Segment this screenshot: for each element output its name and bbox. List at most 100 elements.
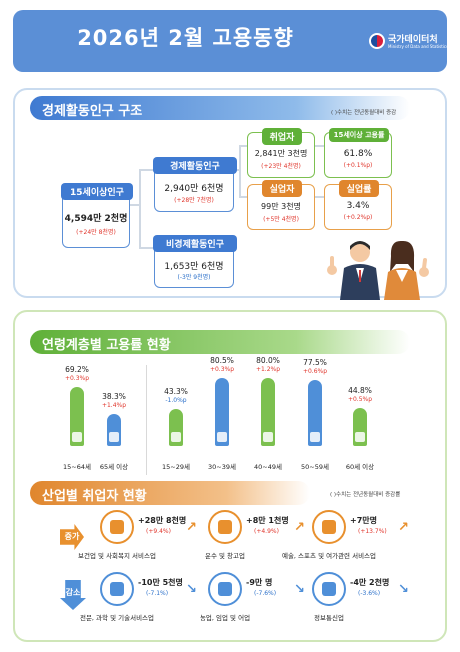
truck-icon	[218, 520, 232, 534]
age-rate-change: -1.0%p	[165, 397, 187, 404]
emp-rate-box: 15세이상 고용률 61.8% (+0.1%p)	[324, 128, 392, 178]
decrease-label: 감소	[65, 588, 81, 597]
industry-heading: 산업별 취업자 현황	[30, 481, 310, 505]
industry-change-rate: (+4.9%)	[254, 528, 279, 535]
agency-logo: 국가데이터처 Ministry of Data and Statistics	[369, 32, 453, 54]
industry-change-value: -10만 5천명	[138, 578, 183, 587]
age-group-label: 15~64세	[63, 463, 91, 471]
industry-name: 보건업 및 사회복지 서비스업	[78, 552, 156, 560]
industry-change-value: +7만명	[350, 516, 377, 525]
employed-label: 취업자	[262, 128, 302, 145]
age-rate-change: +0.3%p	[64, 375, 90, 382]
palette-icon	[322, 520, 336, 534]
non-active-box: 비경제활동인구 1,653만 6천명 (-3만 9천명)	[153, 235, 237, 288]
age-bar	[261, 378, 275, 446]
industry-name: 전문, 과학 및 기술서비스업	[79, 614, 155, 622]
unemployed-change: (+5만 4천명)	[263, 216, 299, 223]
population-15-change: (+24만 8천명)	[76, 229, 116, 236]
non-active-value: 1,653만 6천명	[164, 262, 224, 272]
emp-rate-value: 61.8%	[343, 149, 373, 159]
person-card-icon	[72, 432, 82, 442]
unemp-rate-change: (+0.2%p)	[343, 214, 373, 221]
industry-change-rate: (+13.7%)	[358, 528, 387, 535]
unemployed-label: 실업자	[262, 180, 302, 197]
employed-box: 취업자 2,841만 3천명 (+23만 4천명)	[247, 128, 315, 178]
age-group-label: 50~59세	[301, 463, 329, 471]
increase-label: 증가	[64, 532, 80, 541]
age-rate-value: 80.5%	[210, 356, 234, 365]
econ-active-box: 경제활동인구 2,940만 6천명 (+28만 7천명)	[153, 157, 237, 212]
industry-change-rate: (-7.6%)	[254, 590, 277, 597]
arrow-down-icon: ↘	[398, 582, 409, 597]
employed-value: 2,841만 3천명	[254, 149, 308, 158]
unemployed-box: 실업자 99만 3천명 (+5만 4천명)	[247, 180, 315, 230]
age-bar	[70, 387, 84, 446]
unemp-rate-label: 실업률	[339, 180, 379, 197]
industry-icon-circle	[100, 510, 134, 544]
age-rate-change: +0.3%p	[209, 366, 235, 373]
agency-english-name: Ministry of Data and Statistics	[388, 44, 449, 49]
age-rate-value: 38.3%	[102, 392, 126, 401]
unemp-rate-box: 실업률 3.4% (+0.2%p)	[324, 180, 392, 230]
arrow-up-icon: ↗	[294, 520, 305, 535]
age-rate-change: +1.4%p	[101, 402, 127, 409]
arrow-down-icon: ↘	[186, 582, 197, 597]
arrow-down-icon: ↘	[294, 582, 305, 597]
industry-name: 농업, 임업 및 어업	[199, 614, 251, 622]
industry-name: 정보통신업	[314, 614, 344, 622]
age-group-label: 30~39세	[208, 463, 236, 471]
age-rate-change: +0.6%p	[302, 368, 328, 375]
person-card-icon	[263, 432, 273, 442]
person-card-icon	[171, 432, 181, 442]
industry-name: 운수 및 창고업	[204, 552, 245, 560]
non-active-change: (-3만 9천명)	[177, 274, 211, 281]
age-group-label: 65세 이상	[99, 463, 129, 471]
industry-change-value: +28만 8천명	[138, 516, 187, 525]
age-group-label: 60세 이상	[345, 463, 375, 471]
industry-note: ( )수치는 전년동월대비 증감률	[330, 492, 401, 498]
person-card-icon	[355, 432, 365, 442]
age-bar	[215, 378, 229, 446]
structure-heading: 경제활동인구 구조	[30, 96, 410, 120]
mascot-illustration	[327, 240, 429, 300]
population-15-box: 15세이상인구 4,594만 2천명 (+24만 8천명)	[61, 183, 133, 248]
age-rate-value: 43.3%	[164, 387, 188, 396]
non-active-label: 비경제활동인구	[153, 235, 237, 252]
industry-change-rate: (+9.4%)	[146, 528, 171, 535]
industry-change-rate: (-7.1%)	[146, 590, 169, 597]
age-group-label: 40~49세	[254, 463, 282, 471]
employed-change: (+23만 4천명)	[261, 163, 301, 170]
population-15-value: 4,594만 2천명	[64, 214, 128, 224]
industry-change-value: -9만 명	[246, 578, 273, 587]
structure-note: ( )수치는 전년동월대비 증감	[331, 110, 397, 116]
emp-rate-change: (+0.1%p)	[343, 162, 373, 169]
arrow-up-icon: ↗	[398, 520, 409, 535]
age-bar	[308, 380, 322, 446]
age-rate-change: +0.5%p	[347, 396, 373, 403]
unemp-rate-value: 3.4%	[346, 201, 370, 211]
person-card-icon	[217, 432, 227, 442]
industry-icon-circle	[312, 510, 346, 544]
industry-name: 예술, 스포츠 및 여가관련 서비스업	[281, 552, 377, 560]
industry-icon-circle	[312, 572, 346, 606]
age-bar	[107, 414, 121, 446]
age-bar	[353, 408, 367, 446]
age-rate-value: 80.0%	[256, 356, 280, 365]
industry-change-value: +8만 1천명	[246, 516, 289, 525]
age-rate-value: 44.8%	[348, 386, 372, 395]
age-chart-divider	[146, 365, 147, 475]
econ-active-value: 2,940만 6천명	[164, 184, 224, 194]
age-rate-change: +1.2%p	[255, 366, 281, 373]
medical-kit-icon	[110, 520, 124, 534]
population-15-label: 15세이상인구	[61, 183, 133, 200]
industry-change-value: -4만 2천명	[350, 578, 390, 587]
industry-icon-circle	[208, 510, 242, 544]
age-heading: 연령계층별 고용률 현황	[30, 330, 410, 354]
industry-icon-circle	[100, 572, 134, 606]
econ-active-change: (+28만 7천명)	[174, 197, 214, 204]
industry-change-rate: (-3.6%)	[358, 590, 381, 597]
age-bar	[169, 409, 183, 446]
wheat-icon	[218, 582, 232, 596]
person-card-icon	[310, 432, 320, 442]
age-rate-value: 69.2%	[65, 365, 89, 374]
